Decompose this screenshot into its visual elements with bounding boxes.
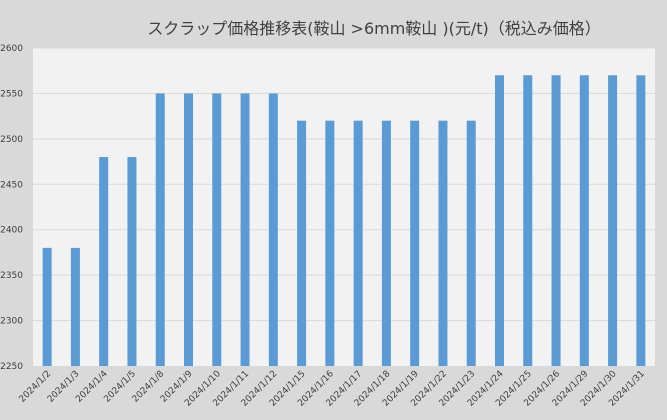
y-tick-label: 2600 — [0, 44, 23, 54]
plot-area — [33, 48, 655, 366]
y-tick-label: 2550 — [0, 89, 23, 99]
bar — [381, 120, 391, 366]
bar — [353, 120, 363, 366]
bar — [438, 120, 448, 366]
bar — [297, 120, 307, 366]
bar — [212, 93, 222, 366]
bar — [466, 120, 476, 366]
y-tick-label: 2300 — [0, 317, 23, 327]
bar — [184, 93, 193, 366]
bar — [579, 75, 589, 366]
bar — [325, 120, 335, 366]
bar — [127, 157, 137, 366]
y-tick-label: 2350 — [0, 271, 23, 281]
y-tick-label: 2250 — [0, 362, 23, 372]
y-tick-label: 2500 — [0, 135, 23, 145]
gridlines — [33, 47, 655, 322]
y-tick-label: 2400 — [0, 226, 23, 236]
bar — [636, 75, 646, 366]
bar — [240, 93, 250, 366]
bar — [70, 247, 80, 366]
bars — [42, 75, 646, 366]
bar — [99, 157, 109, 366]
bar — [410, 120, 420, 366]
bar — [608, 75, 618, 366]
bar — [42, 247, 52, 366]
y-tick-label: 2450 — [0, 180, 23, 190]
chart-title: スクラップ価格推移表(鞍山 >6mm鞍山 )(元/t)（税込み価格） — [147, 19, 601, 38]
y-axis-ticks: 2250 2300 2350 2400 2450 2500 2550 2600 — [0, 44, 23, 372]
bar — [268, 93, 278, 366]
bar — [523, 75, 533, 366]
bar — [495, 75, 504, 366]
bar — [551, 75, 561, 366]
bar — [155, 93, 165, 366]
